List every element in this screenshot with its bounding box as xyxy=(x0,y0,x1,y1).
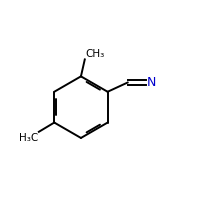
Text: N: N xyxy=(147,76,156,89)
Text: H₃C: H₃C xyxy=(19,133,38,143)
Text: CH₃: CH₃ xyxy=(86,49,105,59)
